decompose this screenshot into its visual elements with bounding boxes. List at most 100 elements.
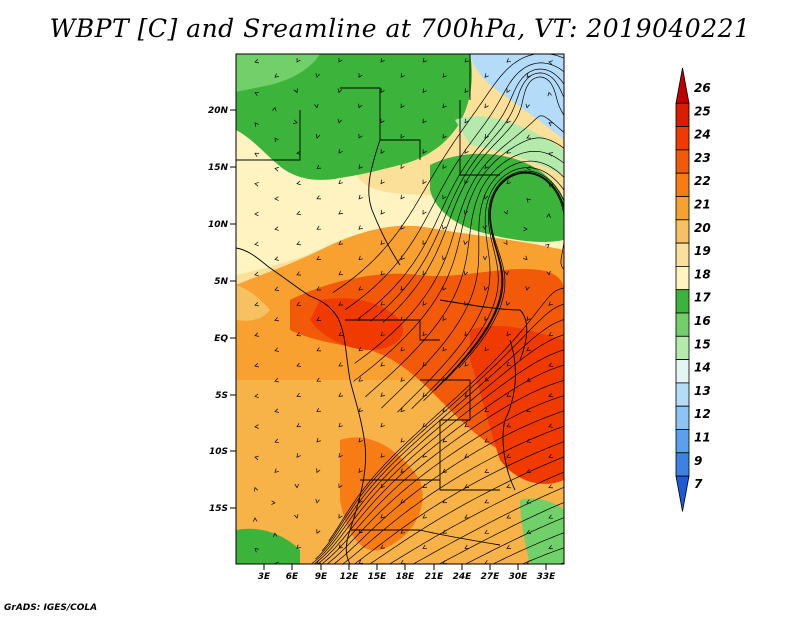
streamline-arrow	[254, 424, 259, 429]
streamline-arrow	[316, 164, 322, 169]
streamline-arrow	[380, 392, 385, 397]
streamline-arrow	[315, 134, 321, 139]
streamline-arrow	[464, 149, 469, 154]
streamline-arrow	[463, 210, 469, 215]
streamline-arrow	[316, 286, 321, 291]
border-line	[420, 379, 500, 491]
streamline-arrow	[569, 199, 572, 203]
wbpt-field-green-ne	[430, 153, 564, 243]
streamline-arrow	[296, 423, 302, 428]
streamline-arrow	[274, 317, 280, 322]
streamline-arrow	[338, 513, 343, 519]
streamline-arrow	[338, 179, 343, 185]
streamline-arrow	[254, 152, 260, 157]
streamline-arrow	[400, 255, 405, 261]
streamline-arrow	[568, 260, 572, 264]
streamline-arrow	[569, 348, 573, 352]
streamline-arrow	[316, 468, 321, 474]
streamline-arrow	[506, 453, 512, 458]
wbpt-field-green-light	[236, 54, 320, 92]
streamline-arrow	[484, 407, 490, 413]
streamline-arrow	[526, 438, 532, 443]
lat-label: 20N	[208, 106, 229, 116]
colorbar-swatch	[675, 219, 690, 244]
streamline-arrow	[548, 332, 554, 336]
streamline-arrow	[422, 362, 427, 367]
border-line	[236, 247, 311, 297]
border-line	[439, 299, 528, 361]
streamline-arrow	[442, 103, 447, 109]
streamline-arrow	[422, 453, 427, 458]
colorbar-label: 23	[694, 151, 711, 165]
streamline-arrow	[548, 60, 553, 65]
streamline-arrow	[296, 392, 302, 398]
colorbar-label: 22	[694, 174, 711, 188]
streamline-arrow	[463, 240, 468, 246]
streamline-arrow	[254, 393, 259, 399]
streamline-arrow	[484, 468, 490, 473]
streamline-arrow	[296, 180, 301, 186]
streamline-arrow	[338, 331, 344, 336]
colorbar-swatch	[675, 452, 690, 477]
streamline-arrow	[358, 529, 363, 534]
streamline-arrow	[274, 408, 279, 413]
streamline-arrow	[526, 408, 532, 413]
streamline-arrow	[338, 362, 344, 367]
streamline	[316, 364, 564, 564]
streamline-arrow	[546, 270, 551, 276]
streamline	[492, 532, 564, 564]
colorbar: 26 25 24 23 22 21 20 19 18 17 16 15 14 13 12 11 9 7	[675, 67, 711, 512]
streamline-arrow	[548, 362, 554, 367]
streamline-arrow	[484, 134, 489, 139]
streamline-arrow	[422, 88, 427, 93]
streamline-arrow	[422, 301, 427, 306]
streamline-arrow	[422, 149, 427, 154]
streamline-arrow	[380, 118, 385, 124]
streamline	[313, 349, 564, 564]
streamline-arrow	[380, 210, 385, 215]
streamline	[411, 170, 564, 410]
streamline-arrow	[442, 133, 447, 139]
streamline-arrow	[482, 225, 487, 230]
streamline-arrow	[296, 241, 302, 246]
streamline-arrow	[442, 346, 447, 352]
colorbar-swatch	[675, 405, 690, 430]
streamline-arrow	[422, 544, 428, 549]
streamline-arrow	[380, 544, 386, 549]
streamline-arrow	[358, 255, 363, 261]
streamline-arrow	[338, 58, 343, 63]
streamlines	[252, 54, 573, 564]
colorbar-label: 7	[694, 477, 703, 491]
streamline-arrow	[358, 103, 363, 109]
streamline-arrow	[400, 133, 405, 139]
streamline-arrow	[548, 514, 554, 519]
colorbar-swatch	[675, 196, 690, 221]
streamline-arrow	[506, 88, 511, 94]
streamline-arrow	[548, 453, 554, 458]
streamline-arrow	[274, 347, 279, 352]
lon-label: 24E	[453, 572, 473, 582]
lat-label: 15S	[209, 504, 228, 514]
streamline-arrow	[254, 271, 259, 277]
streamline-arrow	[400, 438, 405, 443]
streamline-arrow	[506, 484, 512, 489]
border-line	[350, 529, 501, 546]
streamline-arrow	[380, 88, 385, 94]
streamline-arrow	[526, 377, 532, 382]
streamline-arrow	[274, 256, 279, 261]
streamline-arrow	[254, 455, 259, 461]
streamline	[315, 319, 564, 560]
streamline-arrow	[400, 529, 406, 534]
streamline-arrow	[548, 545, 554, 550]
border-line	[309, 295, 367, 564]
border-line	[236, 110, 301, 161]
streamline	[458, 172, 564, 369]
streamline-arrow	[526, 73, 531, 78]
streamline-arrow	[526, 198, 531, 203]
streamline-arrow	[422, 422, 427, 428]
streamline	[357, 68, 564, 320]
colorbar-label: 15	[694, 337, 711, 351]
streamline-arrow	[442, 286, 447, 291]
streamline-arrow	[400, 498, 405, 504]
streamline-arrow	[569, 469, 573, 473]
